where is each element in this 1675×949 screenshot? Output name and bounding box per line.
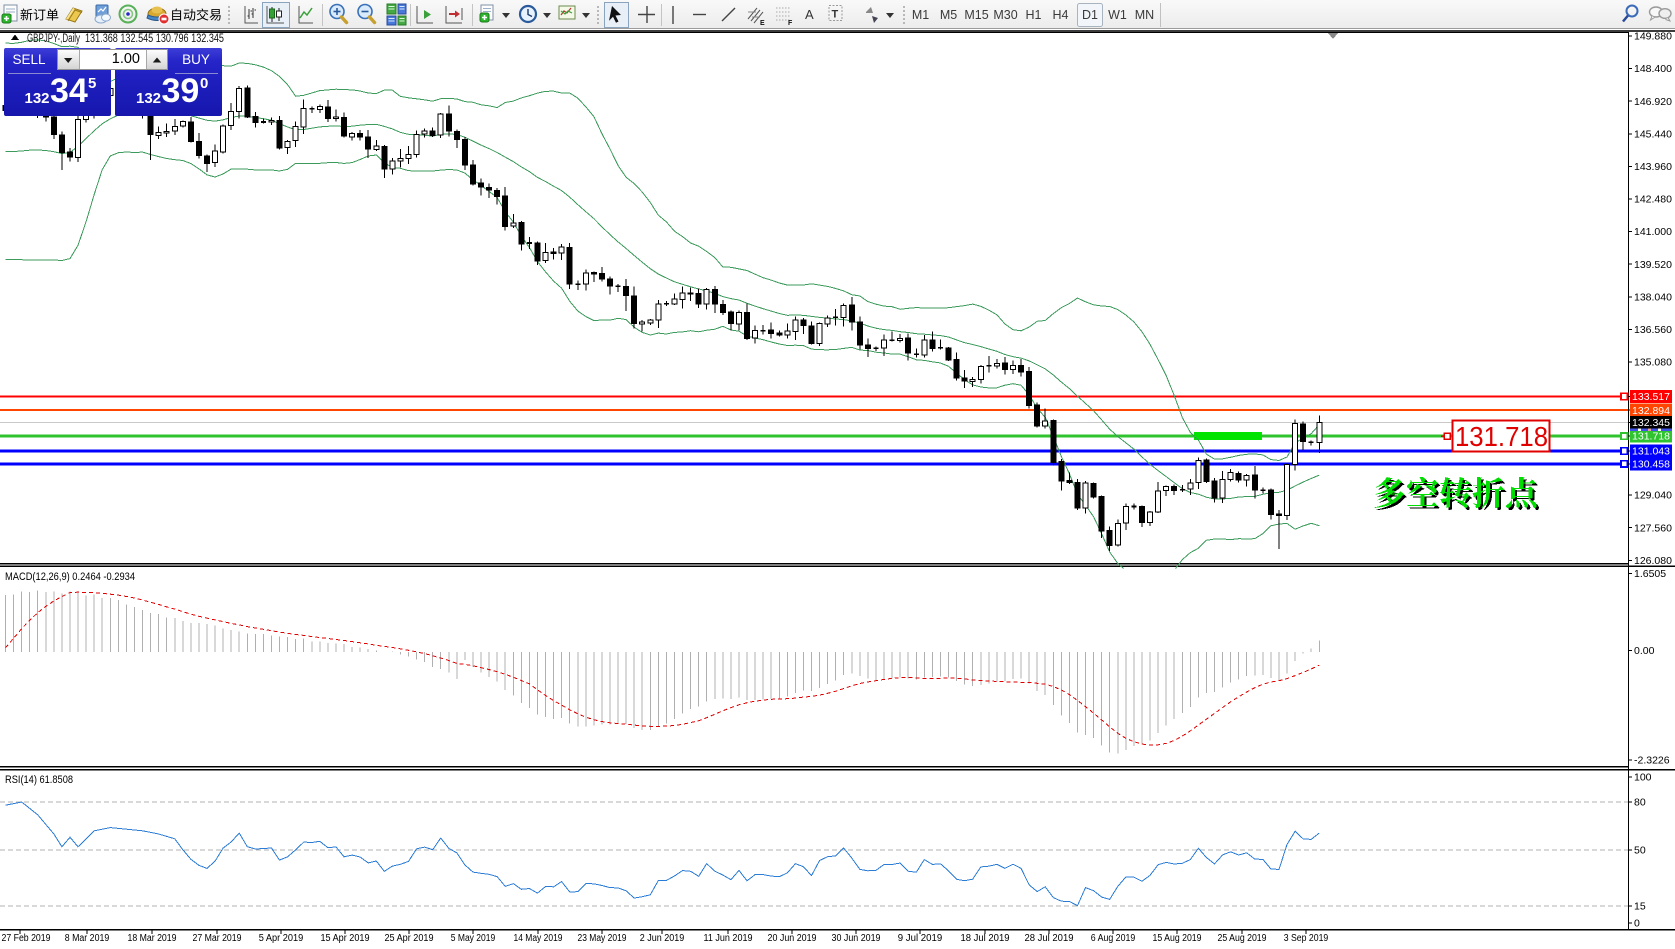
svg-text:27 Feb 2019: 27 Feb 2019 [2, 933, 51, 944]
svg-text:RSI(14) 61.8508: RSI(14) 61.8508 [5, 774, 73, 786]
svg-text:100: 100 [1634, 772, 1652, 784]
svg-text:146.920: 146.920 [1634, 96, 1672, 108]
svg-text:0: 0 [1634, 918, 1640, 930]
svg-text:127.560: 127.560 [1634, 522, 1672, 534]
svg-text:131.043: 131.043 [1632, 446, 1670, 458]
svg-text:145.440: 145.440 [1634, 128, 1672, 140]
svg-text:50: 50 [1634, 845, 1646, 857]
svg-text:126.080: 126.080 [1634, 555, 1672, 567]
svg-text:20 Jun 2019: 20 Jun 2019 [768, 933, 817, 944]
svg-text:23 May 2019: 23 May 2019 [578, 933, 627, 944]
svg-text:E: E [760, 20, 765, 27]
svg-text:D1: D1 [1082, 8, 1098, 22]
svg-text:T: T [832, 9, 839, 21]
svg-text:135.080: 135.080 [1634, 357, 1672, 369]
svg-text:28 Jul 2019: 28 Jul 2019 [1025, 933, 1074, 944]
svg-text:131.718: 131.718 [1632, 431, 1670, 443]
svg-text:133.517: 133.517 [1632, 391, 1670, 403]
svg-text:2 Jun 2019: 2 Jun 2019 [640, 933, 685, 944]
svg-text:25 Aug 2019: 25 Aug 2019 [1218, 933, 1267, 944]
svg-text:H1: H1 [1026, 8, 1042, 22]
svg-text:136.560: 136.560 [1634, 324, 1672, 336]
svg-text:80: 80 [1634, 797, 1646, 809]
svg-text:25 Apr 2019: 25 Apr 2019 [385, 933, 434, 944]
svg-text:6 Aug 2019: 6 Aug 2019 [1091, 933, 1136, 944]
svg-text:3 Sep 2019: 3 Sep 2019 [1284, 933, 1329, 944]
svg-text:131.718: 131.718 [1455, 421, 1548, 452]
svg-text:M1: M1 [912, 8, 929, 22]
svg-text:15 Apr 2019: 15 Apr 2019 [321, 933, 370, 944]
svg-text:15: 15 [1634, 901, 1646, 913]
svg-text:15 Aug 2019: 15 Aug 2019 [1153, 933, 1202, 944]
svg-text:27 Mar 2019: 27 Mar 2019 [193, 933, 242, 944]
svg-text:14 May 2019: 14 May 2019 [514, 933, 563, 944]
svg-text:11 Jun 2019: 11 Jun 2019 [704, 933, 753, 944]
svg-text:132.894: 132.894 [1632, 405, 1670, 417]
svg-text:M5: M5 [940, 8, 957, 22]
svg-text:1.6505: 1.6505 [1634, 568, 1666, 580]
svg-text:A: A [805, 7, 814, 22]
svg-text:30 Jun 2019: 30 Jun 2019 [832, 933, 881, 944]
svg-text:8 Mar 2019: 8 Mar 2019 [65, 933, 110, 944]
svg-text:149.880: 149.880 [1634, 31, 1672, 43]
svg-text:141.000: 141.000 [1634, 226, 1672, 238]
svg-text:W1: W1 [1108, 8, 1127, 22]
svg-text:MN: MN [1135, 8, 1154, 22]
svg-text:9 Jul 2019: 9 Jul 2019 [898, 933, 943, 944]
svg-text:F: F [788, 20, 793, 27]
svg-text:MACD(12,26,9) 0.2464 -0.2934: MACD(12,26,9) 0.2464 -0.2934 [5, 571, 135, 583]
svg-text:GBPJPY-,Daily: GBPJPY-,Daily [27, 33, 80, 45]
svg-text:129.040: 129.040 [1634, 490, 1672, 502]
svg-text:M15: M15 [964, 8, 988, 22]
svg-text:132.345: 132.345 [1632, 417, 1670, 429]
svg-text:H4: H4 [1053, 8, 1069, 22]
svg-text:143.960: 143.960 [1634, 161, 1672, 173]
svg-text:130.458: 130.458 [1632, 459, 1670, 471]
svg-text:131.368 132.545 130.796 132.34: 131.368 132.545 130.796 132.345 [85, 33, 224, 45]
svg-text:142.480: 142.480 [1634, 194, 1672, 206]
svg-text:139.520: 139.520 [1634, 259, 1672, 271]
svg-text:138.040: 138.040 [1634, 291, 1672, 303]
svg-text:0.00: 0.00 [1634, 645, 1655, 657]
svg-text:5 May 2019: 5 May 2019 [451, 933, 496, 944]
svg-text:148.400: 148.400 [1634, 63, 1672, 75]
svg-text:18 Mar 2019: 18 Mar 2019 [128, 933, 177, 944]
svg-text:M30: M30 [993, 8, 1017, 22]
svg-text:5 Apr 2019: 5 Apr 2019 [259, 933, 304, 944]
svg-text:-2.3226: -2.3226 [1634, 755, 1670, 767]
svg-text:18 Jul 2019: 18 Jul 2019 [961, 933, 1010, 944]
